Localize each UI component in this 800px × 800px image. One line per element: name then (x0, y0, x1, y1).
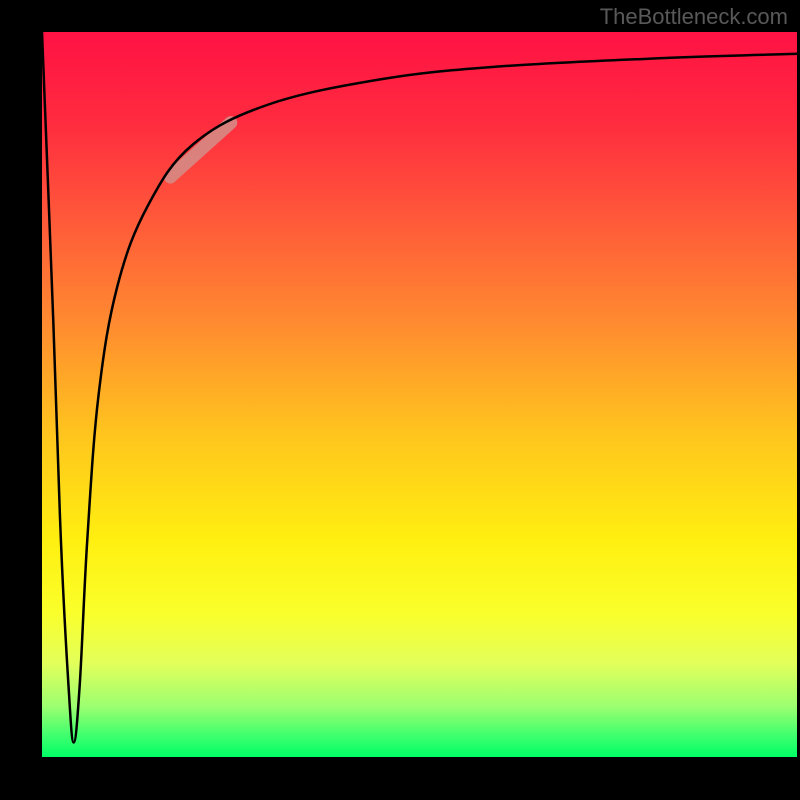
plot-area (42, 32, 797, 757)
watermark-text: TheBottleneck.com (600, 4, 788, 30)
plot-svg (42, 32, 797, 757)
chart-container: TheBottleneck.com (0, 0, 800, 800)
bottleneck-curve (42, 32, 797, 743)
highlight-segment (170, 123, 230, 177)
